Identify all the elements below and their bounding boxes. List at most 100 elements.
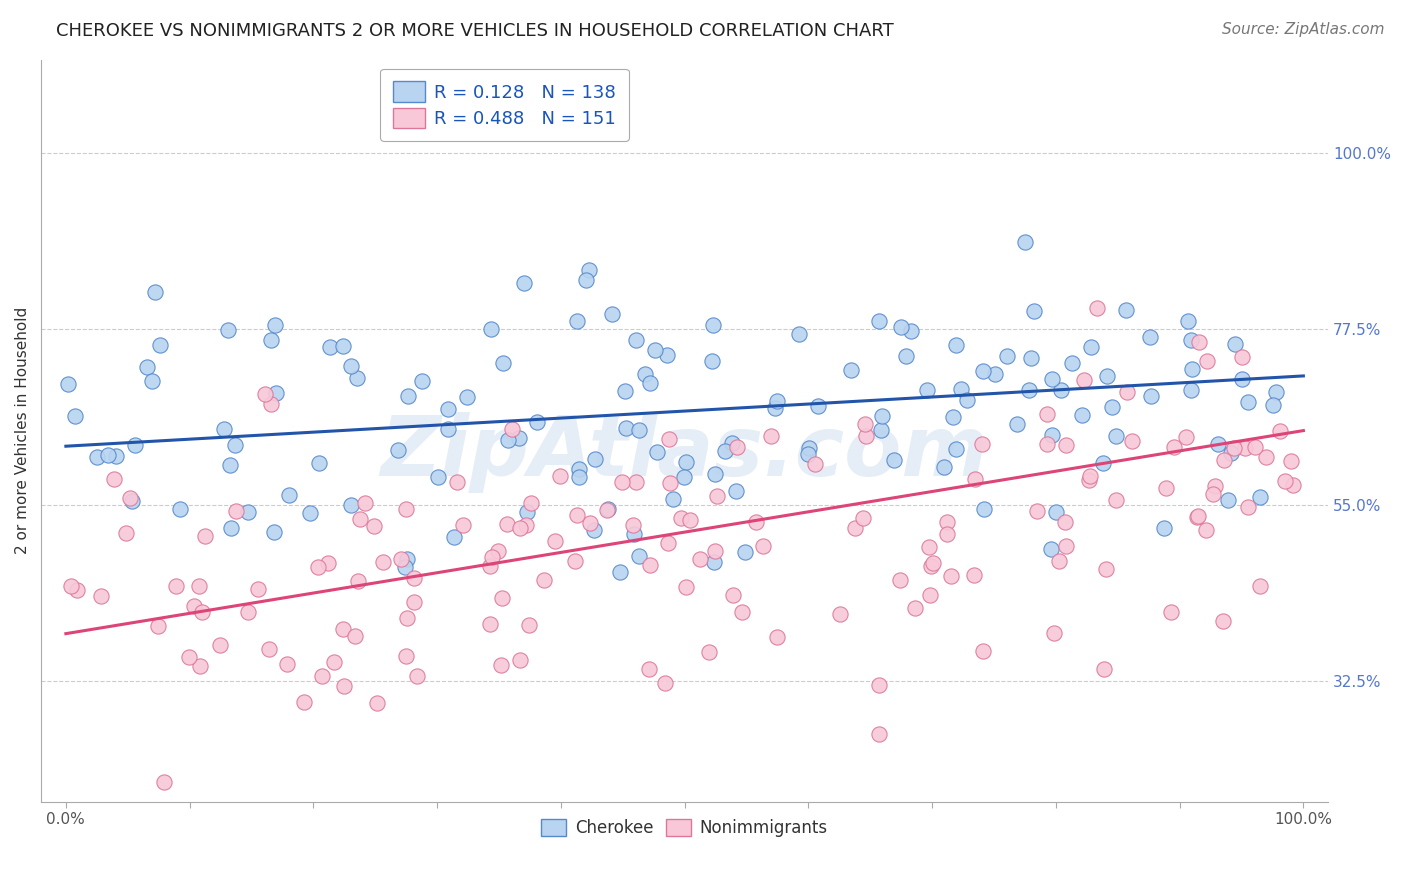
Point [63,409,86,423]
Point [1174,430,1197,444]
Point [396,611,419,625]
Point [120,491,142,506]
Point [443,530,465,544]
Point [396,389,419,403]
Point [332,339,354,353]
Point [950,382,973,396]
Point [276,657,298,671]
Point [1177,314,1199,328]
Point [311,668,333,682]
Point [371,555,394,569]
Point [1225,336,1247,351]
Point [645,445,668,459]
Point [956,393,979,408]
Point [598,502,620,516]
Point [703,544,725,558]
Y-axis label: 2 or more Vehicles in Household: 2 or more Vehicles in Household [15,307,30,554]
Point [1230,372,1253,386]
Point [1188,335,1211,350]
Point [236,605,259,619]
Point [1005,417,1028,431]
Point [253,387,276,401]
Point [868,678,890,692]
Point [654,676,676,690]
Point [659,476,682,491]
Point [526,415,548,429]
Point [1243,440,1265,454]
Point [1249,580,1271,594]
Point [844,520,866,534]
Point [224,438,246,452]
Point [1091,456,1114,470]
Point [1237,395,1260,409]
Text: CHEROKEE VS NONIMMIGRANTS 2 OR MORE VEHICLES IN HOUSEHOLD CORRELATION CHART: CHEROKEE VS NONIMMIGRANTS 2 OR MORE VEHI… [56,22,894,40]
Point [623,526,645,541]
Point [344,629,367,643]
Point [208,638,231,652]
Point [1073,373,1095,387]
Point [1220,446,1243,460]
Point [706,489,728,503]
Point [437,422,460,436]
Point [1053,516,1076,530]
Point [66,582,89,597]
Point [183,599,205,614]
Point [1018,383,1040,397]
Point [830,607,852,621]
Point [492,356,515,370]
Point [1197,354,1219,368]
Point [508,431,530,445]
Point [149,338,172,352]
Point [260,397,283,411]
Point [669,511,692,525]
Point [426,469,449,483]
Point [387,443,409,458]
Point [1080,340,1102,354]
Point [703,555,725,569]
Point [1121,434,1143,448]
Point [1160,605,1182,619]
Point [1202,487,1225,501]
Point [86,450,108,464]
Point [920,558,942,573]
Point [565,314,588,328]
Point [673,470,696,484]
Point [1045,505,1067,519]
Point [319,340,342,354]
Point [513,277,536,291]
Point [446,475,468,489]
Point [141,374,163,388]
Point [1180,383,1202,397]
Point [115,526,138,541]
Point [655,348,678,362]
Point [1230,350,1253,364]
Point [478,616,501,631]
Point [1060,356,1083,370]
Point [1085,301,1108,315]
Point [634,368,657,382]
Point [723,588,745,602]
Point [972,644,994,658]
Point [1014,235,1036,249]
Point [1212,614,1234,628]
Point [395,649,418,664]
Point [1036,437,1059,451]
Point [1195,523,1218,537]
Point [627,423,650,437]
Point [1092,662,1115,676]
Point [932,459,955,474]
Point [1049,384,1071,398]
Point [1206,436,1229,450]
Point [263,525,285,540]
Point [516,506,538,520]
Point [292,695,315,709]
Point [644,343,666,357]
Point [1154,482,1177,496]
Point [402,571,425,585]
Point [766,394,789,409]
Point [391,551,413,566]
Point [745,515,768,529]
Point [679,513,702,527]
Point [983,367,1005,381]
Point [491,591,513,605]
